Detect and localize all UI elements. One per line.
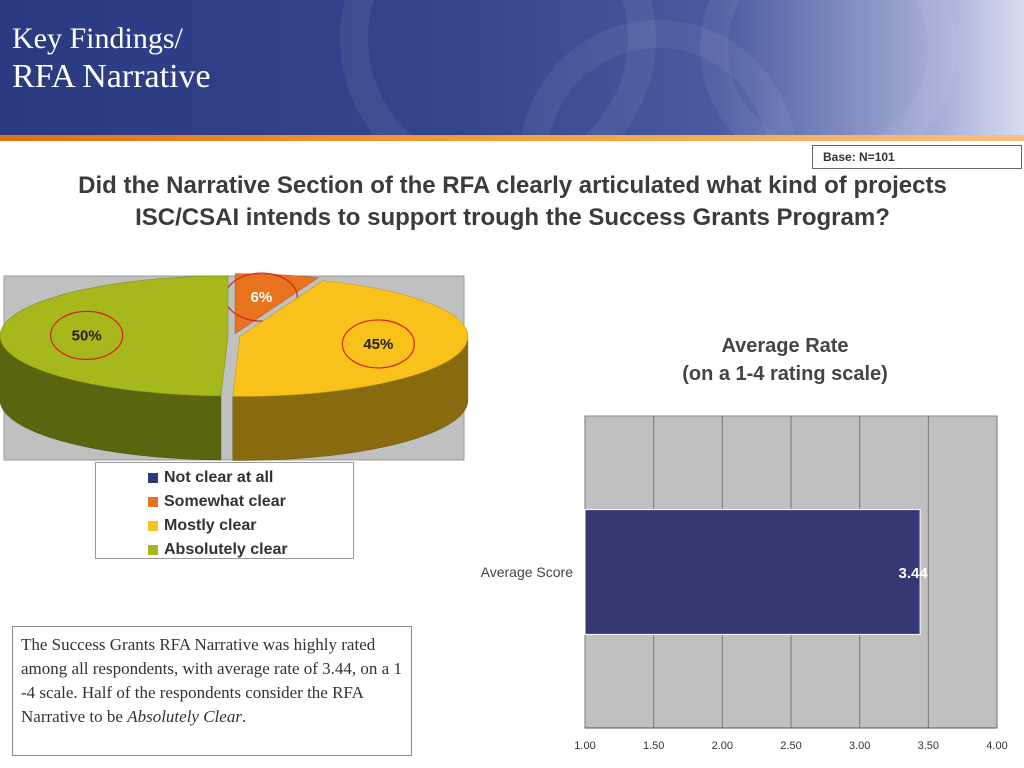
pie-data-label: 45% (363, 336, 393, 353)
bar-x-tick-label: 1.50 (643, 740, 664, 752)
bar-x-tick-label: 3.50 (918, 740, 939, 752)
bar-category-label: Average Score (481, 564, 574, 580)
question-heading: Did the Narrative Section of the RFA cle… (78, 172, 947, 231)
legend-label: Mostly clear (164, 517, 257, 534)
bar-average-score (584, 509, 921, 635)
summary-text: The Success Grants RFA Narrative was hig… (21, 635, 402, 726)
pie-slice-somewhat-clear (234, 273, 320, 335)
legend-item-absolutely-clear: Absolutely clear (148, 538, 353, 562)
bar-chart: 1.00 1.50 2.00 2.50 3.00 3.50 4.00 3.44 Average … (481, 415, 1008, 752)
bar-chart-title: Average Rate (on a 1-4 rating scale) (640, 332, 930, 388)
pie-slice-top (234, 273, 320, 335)
bar-x-tick-label: 2.00 (712, 740, 733, 752)
page-title: Key Findings/ RFA Narrative (12, 22, 211, 96)
pie-label-highlight-circle (50, 310, 124, 360)
legend-swatch (148, 521, 158, 531)
header-rule (0, 135, 1024, 141)
pie-label-highlight-circle (341, 319, 415, 369)
pie-slice-mostly-clear (232, 280, 469, 461)
legend-swatch (148, 497, 158, 507)
pie-legend: Not clear at all Somewhat clear Mostly c… (95, 462, 354, 559)
legend-item-not-clear: Not clear at all (148, 466, 353, 490)
legend-label: Somewhat clear (164, 493, 286, 510)
page-title-line2: RFA Narrative (12, 57, 211, 95)
pie-chart: 6% 45% 50% (0, 272, 469, 461)
bar-chart-marks: 1.00 1.50 2.00 2.50 3.00 3.50 4.00 3.44 Average … (481, 415, 1008, 752)
legend-swatch (148, 545, 158, 555)
bar-x-tick-label: 1.00 (574, 740, 595, 752)
summary-emphasis: Absolutely Clear (127, 707, 242, 726)
page-title-line1: Key Findings/ (12, 22, 183, 55)
bar-data-label: 3.44 (898, 565, 928, 582)
bar-x-tick-label: 3.00 (849, 740, 870, 752)
pie-data-label: 6% (250, 289, 272, 306)
bar-x-tick-label: 2.50 (780, 740, 801, 752)
legend-item-somewhat-clear: Somewhat clear (148, 490, 353, 514)
base-note: Base: N=101 (812, 145, 1022, 169)
bar-chart-title-line2: (on a 1-4 rating scale) (682, 363, 888, 385)
pie-slices: 6% 45% 50% (0, 272, 469, 461)
pie-slice-top (0, 275, 229, 397)
summary-text-end: . (241, 707, 247, 726)
header-banner (0, 0, 1024, 135)
pie-data-label: 50% (72, 327, 102, 344)
pie-slice-top (232, 280, 469, 397)
legend-item-mostly-clear: Mostly clear (148, 514, 353, 538)
pie-slice-absolutely-clear (0, 275, 229, 461)
bar-chart-title-line1: Average Rate (721, 335, 849, 357)
legend-label: Not clear at all (164, 469, 274, 486)
legend-swatch (148, 473, 158, 483)
bar-x-tick-label: 4.00 (986, 740, 1007, 752)
summary-textbox: The Success Grants RFA Narrative was hig… (12, 626, 412, 756)
legend-label: Absolutely clear (164, 541, 288, 558)
